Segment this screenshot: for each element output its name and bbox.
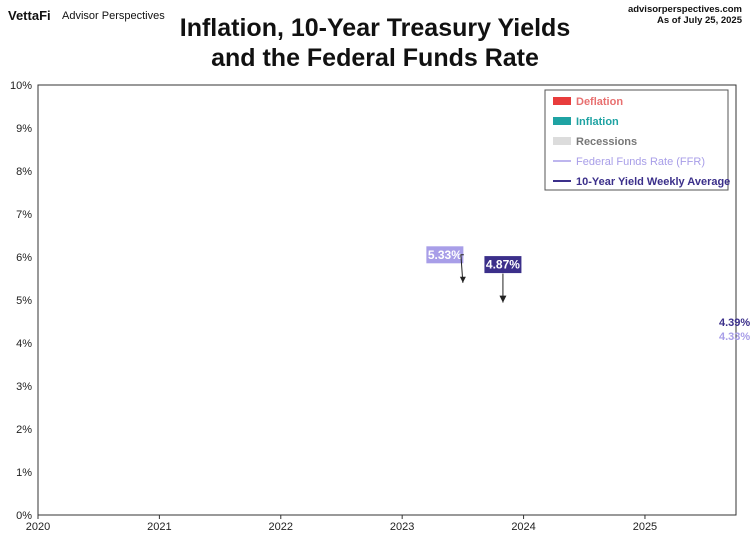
chart-title-line1: Inflation, 10-Year Treasury Yields (179, 14, 571, 42)
y-tick-label: 1% (16, 467, 32, 479)
legend: Deflation Inflation Recessions Federal Fund… (544, 89, 730, 191)
y-tick-label: 9% (16, 123, 32, 135)
x-tick-label: 2025 (633, 521, 657, 533)
yield-callout-label: 4.87% (486, 258, 520, 272)
x-tick-label: 2024 (511, 521, 535, 533)
x-tick-label: 2021 (147, 521, 171, 533)
legend-label-inflation: Inflation (576, 116, 619, 128)
y-tick-label: 3% (16, 381, 32, 393)
y-tick-label: 5% (16, 295, 32, 307)
ffr-callout-arrowhead (459, 276, 466, 283)
legend-label-ffr: Federal Funds Rate (FFR) (576, 156, 705, 168)
legend-label-yield: 10-Year Yield Weekly Average (576, 176, 730, 188)
y-tick-label: 4% (16, 338, 32, 350)
callouts: 5.33% 4.87% 4.39% 4.33% (425, 245, 750, 343)
x-tick-label: 2020 (26, 521, 50, 533)
chart-title-line2: and the Federal Funds Rate (211, 44, 539, 72)
advisor-perspectives-logo-text: Advisor Perspectives (62, 10, 165, 22)
legend-label-recession: Recessions (576, 136, 637, 148)
legend-label-deflation: Deflation (576, 96, 623, 108)
ffr-end-label: 4.33% (719, 331, 750, 343)
x-tick-label: 2022 (269, 521, 293, 533)
y-tick-label: 2% (16, 424, 32, 436)
y-tick-label: 6% (16, 252, 32, 264)
ffr-callout-arrow (460, 254, 464, 283)
y-tick-label: 10% (10, 80, 32, 92)
legend-swatch-recession (553, 137, 571, 145)
vettafi-logo[interactable]: VettaFi (8, 8, 51, 23)
ffr-callout-label: 5.33% (428, 248, 462, 262)
y-tick-label: 7% (16, 209, 32, 221)
x-tick-label: 2023 (390, 521, 414, 533)
header: VettaFi Advisor Perspectives advisorpers… (0, 0, 750, 80)
y-tick-label: 0% (16, 510, 32, 522)
y-tick-label: 8% (16, 166, 32, 178)
legend-swatch-inflation (553, 117, 571, 125)
as-of-date: As of July 25, 2025 (656, 15, 742, 26)
legend-swatch-deflation (553, 97, 571, 105)
yield-end-label: 4.39% (719, 317, 750, 329)
yield-callout-arrowhead (499, 295, 507, 303)
site-url[interactable]: advisorperspectives.com (627, 4, 742, 15)
legend-box (544, 89, 729, 191)
